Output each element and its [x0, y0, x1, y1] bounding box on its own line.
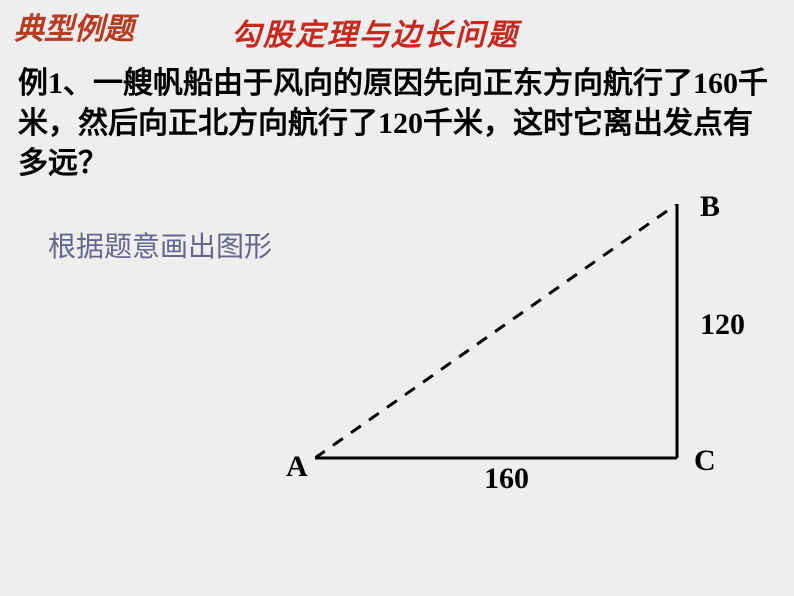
- triangle-svg: [315, 204, 695, 474]
- section-label: 典型例题: [14, 4, 134, 48]
- topic-title: 勾股定理与边长问题: [231, 10, 519, 54]
- side-ac-length: 160: [484, 462, 529, 496]
- triangle-diagram: [315, 204, 695, 474]
- vertex-c-label: C: [694, 444, 716, 478]
- problem-text: 例1、一艘帆船由于风向的原因先向正东方向航行了160千米，然后向正北方向航行了1…: [18, 64, 778, 184]
- side-bc-length: 120: [700, 308, 745, 342]
- vertex-a-label: A: [286, 450, 308, 484]
- hint-text: 根据题意画出图形: [48, 225, 272, 265]
- side-ab-dashed: [315, 204, 677, 458]
- vertex-b-label: B: [700, 190, 720, 224]
